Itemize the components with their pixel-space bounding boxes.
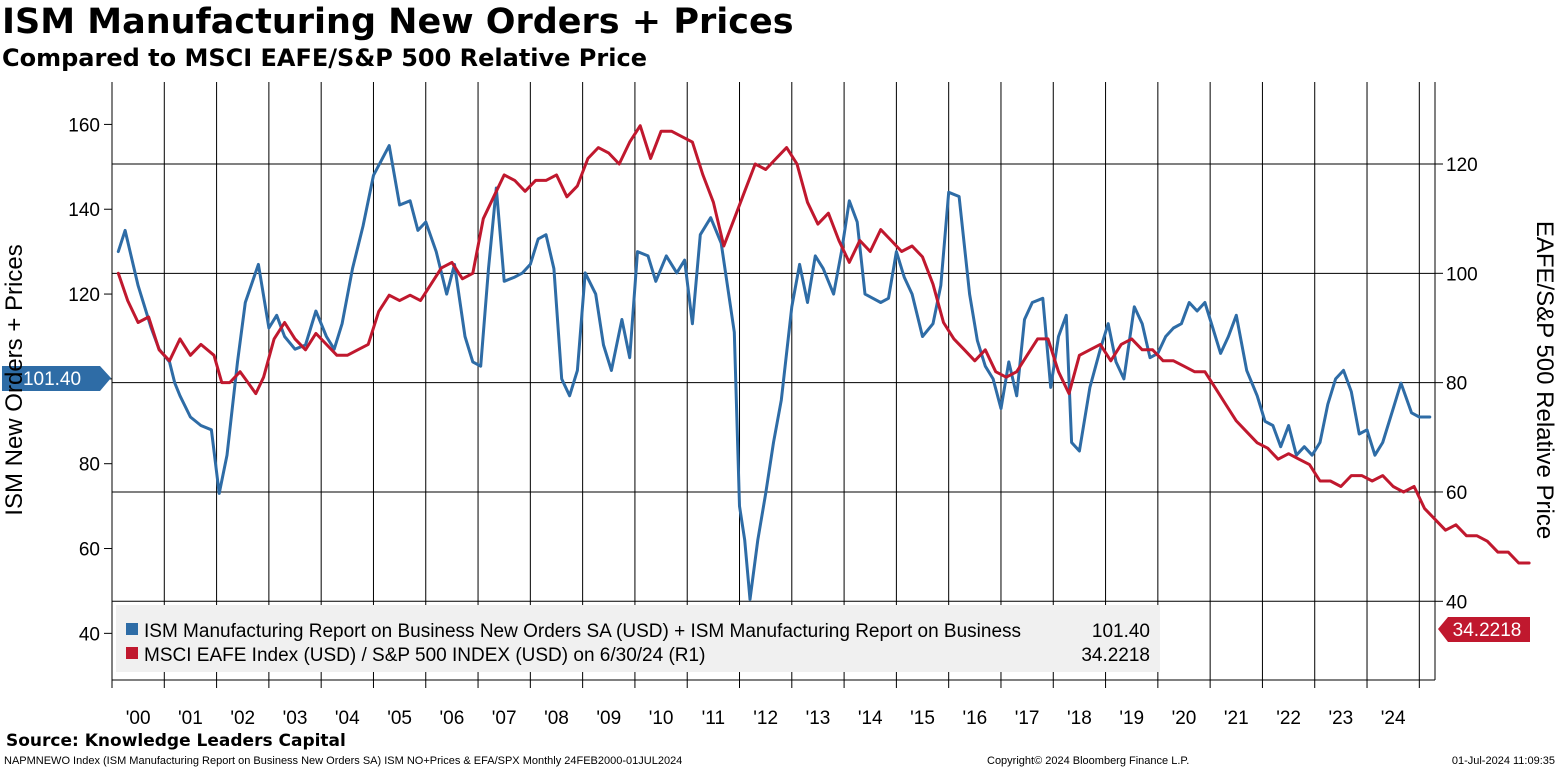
chart-subtitle: Compared to MSCI EAFE/S&P 500 Relative P… [2,44,647,72]
y-right-tick-label: 80 [1446,374,1467,395]
y-left-tick-label: 40 [79,624,100,645]
right-value-badge [1438,617,1530,642]
legend-value-ism: 101.40 [1092,621,1150,642]
x-tick-label: '08 [544,708,569,729]
x-tick-label: '14 [858,708,883,729]
left-value-badge-text: 101.40 [23,369,81,390]
y-left-tick-label: 60 [79,540,100,561]
x-tick-label: '20 [1172,708,1197,729]
x-tick-label: '05 [387,708,412,729]
x-tick-label: '11 [702,708,725,729]
legend-swatch-eafe [126,647,138,659]
x-tick-label: '17 [1015,708,1040,729]
copyright: Copyright© 2024 Bloomberg Finance L.P. [987,755,1190,767]
y-right-tick-label: 120 [1446,155,1478,176]
x-tick-label: '09 [596,708,621,729]
y-left-tick-label: 140 [68,200,100,221]
x-tick-label: '15 [910,708,935,729]
x-tick-label: '24 [1381,708,1406,729]
x-tick-label: '06 [440,708,465,729]
left-value-badge [2,366,111,391]
chart-legend: ISM Manufacturing Report on Business New… [116,605,1160,672]
x-tick-label: '22 [1276,708,1301,729]
y-right-tick-label: 100 [1446,264,1478,285]
chart-grid [112,82,1435,680]
legend-value-eafe: 34.2218 [1081,645,1150,666]
legend-background [116,605,1160,672]
x-tick-label: '01 [178,708,203,729]
x-tick-label: '18 [1067,708,1092,729]
x-tick-label: '07 [492,708,517,729]
timestamp: 01-Jul-2024 11:09:35 [1451,755,1555,767]
x-tick-label: '21 [1224,708,1249,729]
x-tick-label: '10 [649,708,674,729]
x-tick-label: '00 [126,708,151,729]
ism-series-line [116,144,1432,601]
chart-series [116,124,1531,601]
y-left-tick-label: 80 [79,455,100,476]
x-tick-label: '04 [335,708,360,729]
legend-label-eafe: MSCI EAFE Index (USD) / S&P 500 INDEX (U… [144,645,705,666]
legend-label-ism: ISM Manufacturing Report on Business New… [144,621,1021,642]
chart-title: ISM Manufacturing New Orders + Prices [2,2,794,42]
right-axis-title: EAFE/S&P 500 Relative Price [1531,221,1558,539]
x-tick-label: '03 [283,708,308,729]
x-tick-label: '12 [753,708,778,729]
value-badges: 101.40 34.2218 [2,366,1530,642]
x-tick-label: '23 [1328,708,1353,729]
y-left-tick-label: 160 [68,115,100,136]
ticker-line: NAPMNEWO Index (ISM Manufacturing Report… [4,755,683,767]
legend-swatch-ism [126,623,138,635]
left-axis-title: ISM New Orders + Prices [1,244,28,515]
source-note: Source: Knowledge Leaders Capital [6,731,346,751]
x-tick-label: '02 [230,708,255,729]
y-right-tick-label: 40 [1446,592,1467,613]
x-tick-label: '13 [806,708,831,729]
eafe-spx-series-line [116,124,1531,565]
right-value-badge-text: 34.2218 [1453,620,1522,641]
x-tick-label: '19 [1119,708,1144,729]
y-right-tick-label: 60 [1446,483,1467,504]
x-tick-label: '16 [962,708,987,729]
y-left-tick-label: 120 [68,285,100,306]
chart-axes: '00 '01 '02 '03 '04 '05 '06 '07 '08 '09 '10 '11 '12 '… [68,82,1478,729]
